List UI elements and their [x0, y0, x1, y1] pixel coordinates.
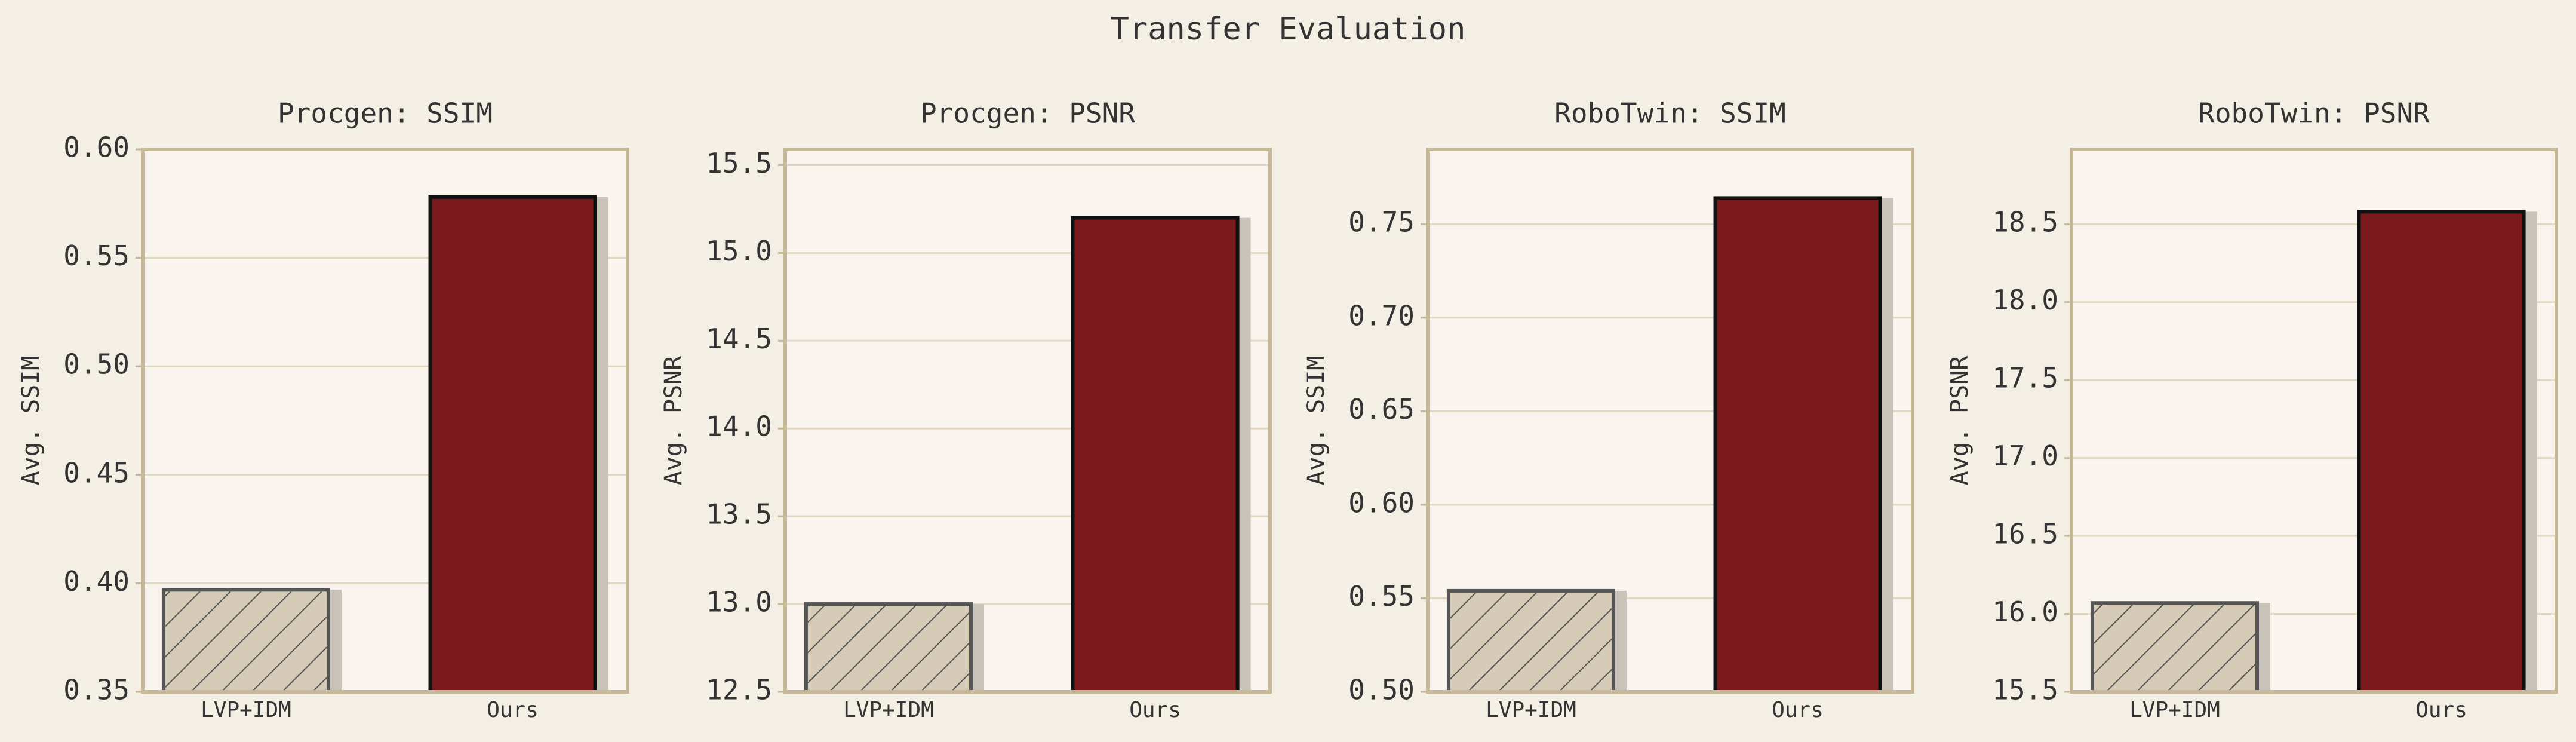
y-tick-label: 13.0	[706, 586, 772, 618]
y-tick-label: 15.5	[706, 147, 772, 179]
chart-title: Procgen: SSIM	[278, 97, 493, 130]
plot-frame	[2070, 148, 2558, 694]
y-tick-label: 0.35	[63, 674, 130, 706]
y-axis-label: Avg. PSNR	[660, 355, 687, 486]
x-tick-label: LVP+IDM	[843, 698, 934, 722]
plot-frame	[783, 148, 1272, 694]
bar-hatch	[2094, 605, 2255, 690]
x-tick-label: LVP+IDM	[1486, 698, 1576, 722]
y-tick-label: 0.40	[63, 565, 130, 597]
y-tick-label: 12.5	[706, 674, 772, 706]
y-tick-label: 0.70	[1348, 299, 1415, 332]
x-tick-label: LVP+IDM	[2129, 698, 2220, 722]
bar	[1071, 216, 1240, 694]
y-axis-label: Avg. PSNR	[1946, 355, 1974, 486]
chart-title: Procgen: PSNR	[920, 97, 1135, 130]
x-tick-label: Ours	[2415, 698, 2467, 722]
y-tick-label: 15.0	[706, 235, 772, 267]
y-tick-label: 0.50	[63, 348, 130, 381]
figure-title: Transfer Evaluation	[1111, 11, 1466, 47]
y-tick-label: 0.55	[63, 240, 130, 272]
y-tick-label: 17.5	[1992, 362, 2058, 394]
y-tick-label: 16.0	[1992, 596, 2058, 628]
plot-frame	[1426, 148, 1914, 694]
y-tick-label: 17.0	[1992, 440, 2058, 472]
x-tick-label: Ours	[1772, 698, 1824, 722]
x-tick-label: Ours	[1129, 698, 1181, 722]
plot-frame	[141, 148, 629, 694]
x-tick-label: LVP+IDM	[201, 698, 291, 722]
y-tick-label: 0.65	[1348, 393, 1415, 425]
y-tick-label: 0.75	[1348, 206, 1415, 238]
y-axis-label: Avg. SSIM	[1302, 356, 1330, 486]
y-tick-label: 0.55	[1348, 580, 1415, 612]
y-tick-label: 0.60	[63, 131, 130, 164]
y-tick-label: 14.5	[706, 323, 772, 355]
chart-title: RoboTwin: SSIM	[1554, 97, 1786, 130]
y-tick-label: 14.0	[706, 410, 772, 443]
bar-hatch	[1450, 592, 1612, 690]
x-tick-label: Ours	[487, 698, 539, 722]
bar	[2357, 210, 2526, 694]
bar-hatch	[165, 591, 327, 690]
bar	[1713, 196, 1882, 694]
y-tick-label: 0.50	[1348, 674, 1415, 706]
bar-hatch	[807, 606, 969, 690]
y-tick-label: 13.5	[706, 498, 772, 531]
chart-title: RoboTwin: PSNR	[2198, 97, 2430, 130]
y-tick-label: 15.5	[1992, 674, 2058, 706]
y-axis-label: Avg. SSIM	[17, 356, 45, 486]
y-tick-label: 18.0	[1992, 284, 2058, 316]
bar	[428, 195, 597, 694]
y-tick-label: 0.60	[1348, 486, 1415, 519]
y-tick-label: 16.5	[1992, 518, 2058, 550]
y-tick-label: 18.5	[1992, 206, 2058, 238]
y-tick-label: 0.45	[63, 456, 130, 489]
